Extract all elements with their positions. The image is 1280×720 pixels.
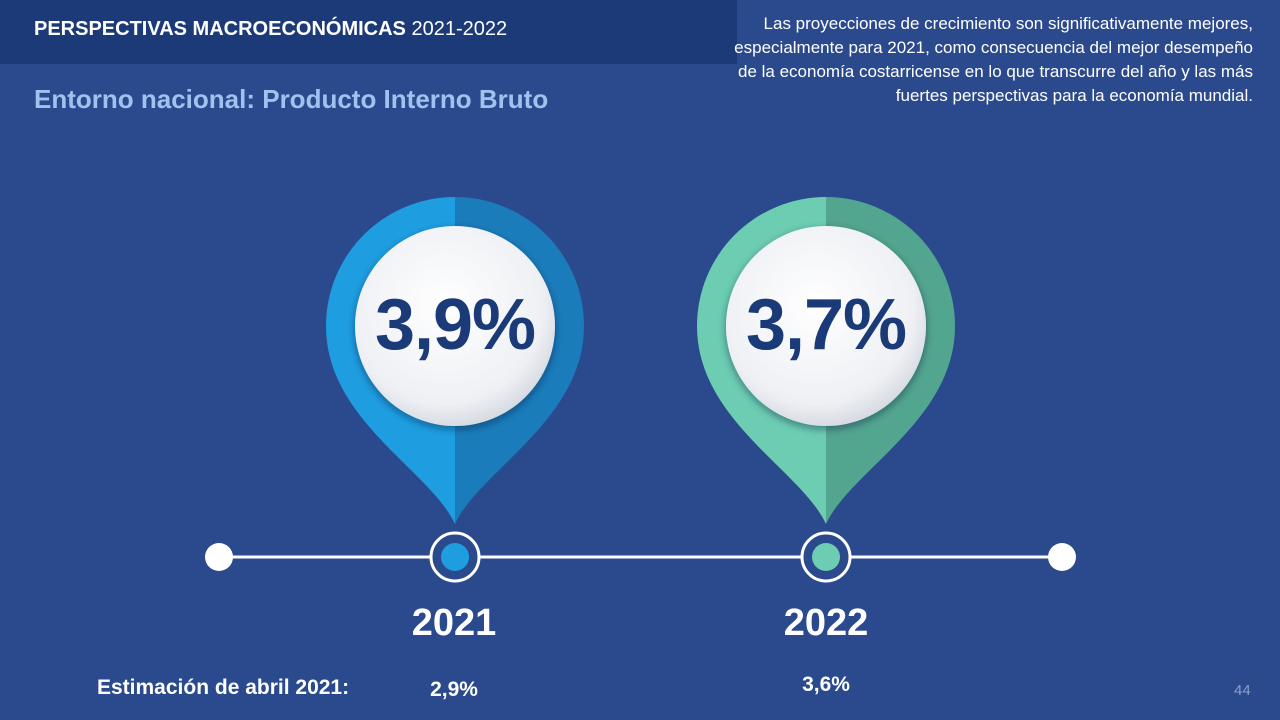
estimate-value-2021: 2,9%	[430, 678, 478, 701]
slide-title-years: 2021-2022	[411, 18, 508, 40]
year-label-2022: 2022	[783, 602, 869, 644]
pin-disc-2022	[726, 226, 926, 426]
header-bar	[0, 0, 737, 64]
pin-2022	[697, 197, 955, 524]
slide-title-main: PERSPECTIVAS MACROECONÓMICAS	[34, 18, 406, 40]
year-label-2021: 2021	[411, 602, 497, 644]
timeline-end-dot	[1048, 543, 1076, 571]
timeline-marker-2021-dot	[441, 543, 469, 571]
pin-disc-2021	[355, 226, 555, 426]
page-number: 44	[1234, 682, 1251, 699]
slide-subtitle: Entorno nacional: Producto Interno Bruto	[34, 84, 549, 114]
estimate-value-2022: 3,6%	[802, 673, 850, 696]
projection-value-2022: 3,7%	[745, 285, 907, 365]
projection-value-2021: 3,9%	[374, 285, 536, 365]
description-text: Las proyecciones de crecimiento son sign…	[734, 14, 1253, 105]
timeline-marker-2022-dot	[812, 543, 840, 571]
timeline-start-dot	[205, 543, 233, 571]
slide-title: PERSPECTIVAS MACROECONÓMICAS 2021-2022	[34, 18, 507, 41]
estimate-label: Estimación de abril 2021:	[97, 676, 350, 699]
pin-2021	[326, 197, 584, 524]
